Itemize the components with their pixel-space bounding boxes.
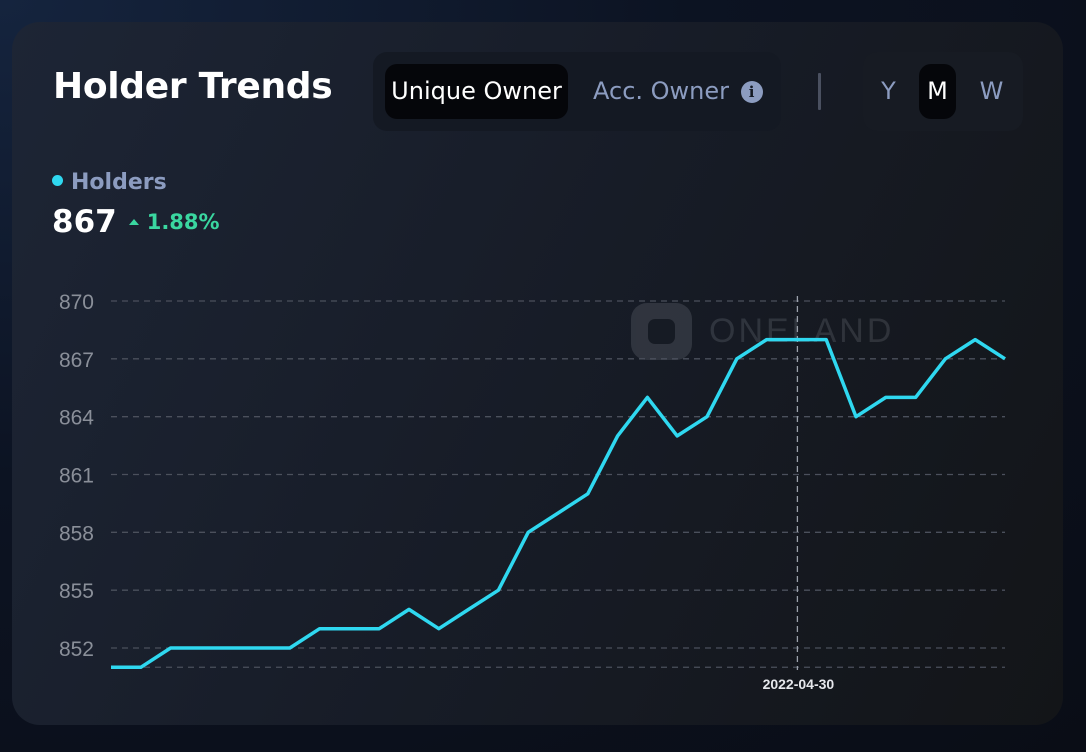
crosshair: 2022-04-30 bbox=[763, 296, 835, 692]
up-arrow-icon bbox=[128, 219, 139, 225]
watermark: ONELAND bbox=[631, 303, 894, 360]
legend-label: Holders bbox=[71, 170, 167, 195]
tab-acc-owner-label: Acc. Owner bbox=[593, 77, 730, 105]
y-tick-label: 861 bbox=[59, 465, 94, 488]
info-icon[interactable]: i bbox=[740, 81, 763, 103]
series-holders[interactable] bbox=[109, 337, 1007, 670]
legend: Holders bbox=[52, 170, 167, 195]
period-week-button[interactable]: W bbox=[979, 77, 1004, 105]
watermark-text: ONELAND bbox=[709, 312, 894, 350]
y-tick-label: 870 bbox=[59, 291, 94, 314]
watermark-logo-icon bbox=[631, 303, 692, 360]
watermark-logo-hole bbox=[648, 319, 675, 344]
tab-unique-owner[interactable]: Unique Owner bbox=[385, 64, 568, 119]
change-percent: 1.88% bbox=[146, 210, 220, 234]
holder-trends-card: Holder Trends Unique Owner Acc. Owner i … bbox=[12, 22, 1063, 725]
y-tick-label: 852 bbox=[59, 638, 94, 661]
period-month-button[interactable]: M bbox=[919, 64, 956, 119]
legend-dot bbox=[52, 175, 63, 186]
series-line-holders[interactable] bbox=[111, 337, 1006, 670]
current-value-row: 867 1.88% bbox=[52, 204, 220, 244]
crosshair-date-label: 2022-04-30 bbox=[763, 676, 835, 692]
page-title: Holder Trends bbox=[53, 66, 333, 107]
grid-lines bbox=[111, 300, 1005, 668]
holders-line-chart: ONELAND 870 867 864 861 858 855 852 2022-04-30 bbox=[59, 291, 1007, 692]
period-selector: Y M W bbox=[863, 52, 1023, 131]
y-tick-label: 858 bbox=[59, 522, 94, 545]
y-tick-label: 867 bbox=[59, 349, 94, 372]
owner-segmented-control: Unique Owner Acc. Owner i bbox=[373, 52, 781, 131]
divider bbox=[818, 73, 821, 110]
tab-acc-owner[interactable]: Acc. Owner i bbox=[581, 64, 783, 119]
y-tick-label: 864 bbox=[59, 407, 94, 430]
period-year-button[interactable]: Y bbox=[881, 77, 896, 105]
y-tick-label: 855 bbox=[59, 580, 94, 603]
y-axis-ticks: 870 867 864 861 858 855 852 bbox=[59, 291, 94, 661]
current-value: 867 bbox=[52, 204, 117, 240]
